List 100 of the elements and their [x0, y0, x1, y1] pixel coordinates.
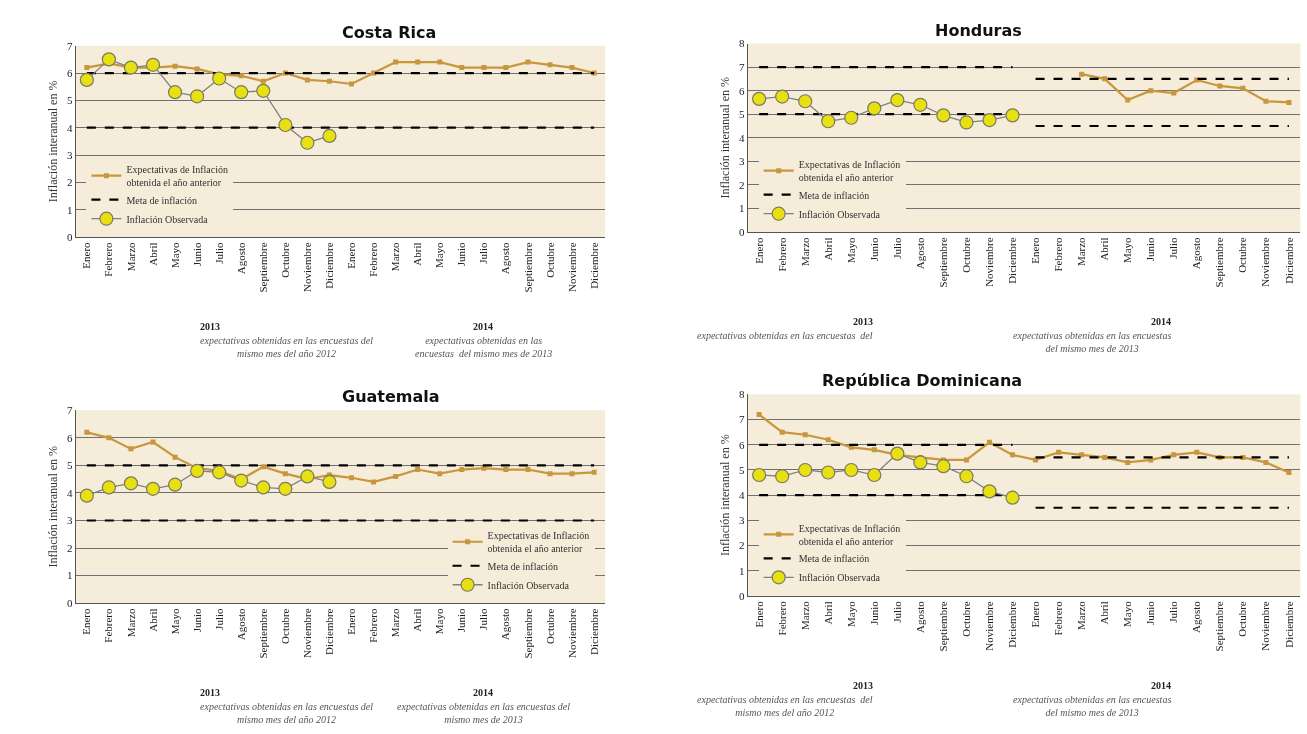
point [936, 108, 951, 123]
point [547, 471, 553, 477]
point [393, 59, 399, 65]
point [322, 128, 337, 143]
point [1102, 76, 1108, 82]
text: expectativas obtenidas en las encuestas del mismo mes de 2013 [415, 335, 553, 359]
x-tick-label: Agosto [234, 241, 247, 275]
point [326, 78, 332, 84]
x-tick-label: Junio [190, 608, 203, 633]
point [234, 85, 249, 100]
x-tick-label: Mayo [844, 600, 857, 627]
point [821, 465, 836, 480]
point [459, 65, 465, 71]
x-tick-label: Julio [890, 600, 903, 623]
point [1171, 90, 1177, 96]
chart-title: Guatemala [342, 387, 440, 406]
legend-label: Inflación Observada [126, 213, 209, 225]
y-tick-label: 5 [738, 463, 745, 476]
x-tick-label: Julio [477, 608, 490, 630]
x-tick-label: Septiembre [521, 608, 534, 659]
point [459, 467, 465, 473]
x-tick-label: Junio [190, 241, 203, 267]
y-tick-label: 4 [738, 489, 745, 502]
point [260, 78, 266, 84]
text: 2013 [200, 321, 220, 332]
point [569, 471, 575, 477]
point [982, 484, 997, 499]
x-tick-label: Diciembre [587, 608, 600, 655]
x-tick-label: Diciembre [587, 242, 600, 289]
point [1263, 98, 1269, 104]
point [212, 71, 227, 86]
point [1171, 452, 1177, 458]
point [775, 469, 790, 484]
y-axis-title: Inflación interanual en % [718, 76, 733, 199]
y-tick-label: 1 [67, 569, 73, 582]
x-tick-label: Abril [1098, 601, 1111, 625]
point [150, 439, 156, 445]
point [871, 447, 877, 453]
x-tick-label: Septiembre [936, 601, 949, 652]
x-tick-label: Febrero [1052, 600, 1065, 636]
point [503, 467, 509, 473]
point [913, 97, 928, 112]
point [371, 70, 377, 76]
x-tick-label: Diciembre [1282, 237, 1295, 284]
y-tick-label: 2 [67, 541, 73, 554]
x-tick-label: Marzo [798, 236, 811, 267]
text: 2014 [1151, 680, 1171, 691]
x-tick-label: Mayo [433, 608, 446, 635]
x-tick-label: Febrero [1052, 236, 1065, 272]
point [145, 481, 161, 496]
point [890, 446, 905, 461]
point [1005, 108, 1020, 123]
point [300, 135, 315, 150]
point [123, 60, 139, 75]
x-tick-label: Febrero [775, 600, 788, 636]
point [300, 469, 315, 484]
point [190, 463, 205, 478]
point [145, 57, 161, 72]
point [238, 73, 244, 79]
point [1056, 449, 1062, 455]
y-tick-label: 8 [738, 388, 745, 401]
y-axis-title: Inflación interanual en % [718, 434, 733, 556]
point [1148, 88, 1154, 94]
point [890, 92, 905, 108]
point [798, 462, 813, 478]
x-tick-label: Noviembre [565, 608, 578, 658]
y-tick-label: 6 [67, 66, 74, 79]
x-tick-label: Enero [80, 607, 93, 635]
x-tick-label: Octubre [960, 237, 973, 273]
y-tick-label: 6 [67, 431, 74, 444]
point [167, 85, 183, 100]
y-tick-label: 7 [67, 404, 74, 417]
x-tick-label: Mayo [1121, 236, 1134, 264]
x-tick-label: Diciembre [323, 608, 336, 655]
x-tick-label: Abril [821, 601, 834, 625]
point [825, 437, 831, 443]
point [802, 432, 808, 438]
x-tick-label: Diciembre [323, 242, 336, 289]
y-tick-label: 2 [738, 178, 745, 191]
y-tick-label: 1 [67, 203, 73, 216]
point [752, 91, 767, 106]
point [798, 94, 813, 109]
y-tick-label: 4 [738, 131, 745, 144]
chart-title: Costa Rica [342, 23, 437, 42]
x-tick-label: Enero [1029, 236, 1042, 264]
x-tick-label: Octubre [960, 601, 973, 637]
text: expectativas obtenidas en las encuestas del [697, 330, 873, 341]
x-tick-label: Mayo [433, 241, 446, 269]
x-tick-label: Agosto [499, 241, 512, 275]
text: 2013 [853, 316, 873, 327]
x-tick-label: Julio [1167, 600, 1180, 623]
point [1033, 457, 1039, 463]
point [1005, 490, 1020, 505]
x-tick-label: Junio [867, 236, 880, 262]
x-tick-label: Abril [146, 242, 159, 266]
point [415, 467, 421, 473]
y-tick-label: 3 [67, 148, 74, 161]
legend-label: Expectativas de Inflación obtenida el año anterior [798, 159, 901, 184]
y-tick-label: 7 [67, 39, 74, 52]
point [547, 62, 553, 68]
